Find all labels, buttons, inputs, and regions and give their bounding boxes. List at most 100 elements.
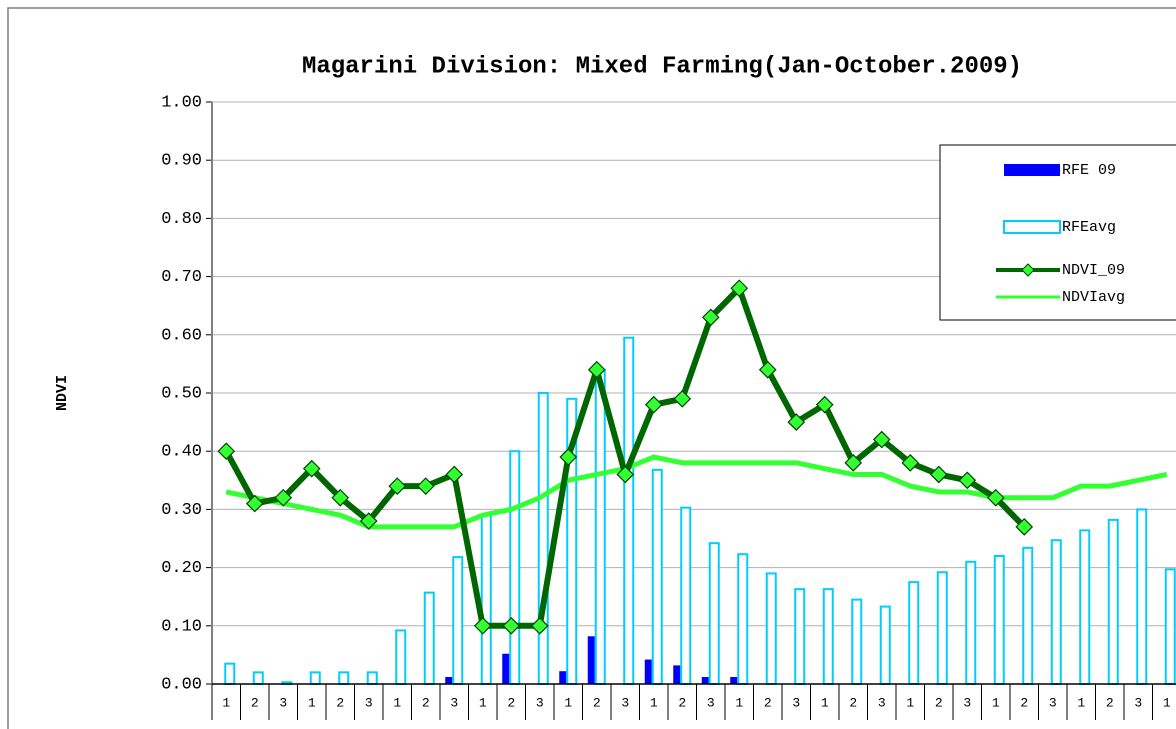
x-tick-label: 2 [935, 695, 943, 710]
bar [509, 450, 521, 686]
x-tick-label: 1 [308, 695, 316, 710]
y-tick-label: 0.70 [161, 268, 202, 287]
bar [445, 677, 453, 684]
marker [929, 465, 948, 484]
x-tick-label: 3 [1134, 695, 1142, 710]
bar [1136, 508, 1148, 685]
x-tick-label: 3 [536, 695, 544, 710]
bar [423, 591, 435, 685]
bar [309, 671, 321, 685]
y-axis-label: NDVI [54, 375, 71, 411]
bar [480, 514, 492, 685]
bar [765, 572, 777, 685]
x-tick-label: 3 [279, 695, 287, 710]
x-tick-label: 1 [393, 695, 401, 710]
y-tick-label: 0.00 [161, 675, 202, 694]
x-tick-label: 1 [1077, 695, 1085, 710]
x-tick-label: 3 [963, 695, 971, 710]
marker [530, 616, 549, 635]
marker [758, 360, 777, 379]
bar [1079, 529, 1091, 685]
x-tick-label: 2 [336, 695, 344, 710]
bar [1164, 568, 1176, 686]
bar [730, 677, 738, 684]
bar [252, 671, 264, 685]
marker [217, 442, 236, 461]
bar [673, 665, 681, 684]
bar [794, 588, 806, 685]
x-tick-label: 3 [878, 695, 886, 710]
bar [366, 671, 378, 685]
marker [473, 616, 492, 635]
y-tick-label: 0.40 [161, 443, 202, 462]
x-tick-label: 3 [707, 695, 715, 710]
x-tick-label: 1 [1163, 695, 1171, 710]
x-tick-label: 1 [479, 695, 487, 710]
marker [815, 395, 834, 414]
bar [737, 553, 749, 685]
marker [331, 488, 350, 507]
chart-title: Magarini Division: Mixed Farming(Jan-Oct… [302, 53, 1022, 80]
bar [452, 556, 464, 686]
bar [651, 468, 663, 685]
legend-swatch [1004, 164, 1060, 176]
bar [1107, 518, 1119, 685]
marker [302, 459, 321, 478]
y-tick-label: 0.30 [161, 501, 202, 520]
marker [872, 430, 891, 449]
x-tick-label: 1 [992, 695, 1000, 710]
marker [445, 465, 464, 484]
legend-marker [1021, 263, 1035, 277]
x-tick-label: 1 [650, 695, 658, 710]
x-tick-label: 1 [222, 695, 230, 710]
bar [587, 636, 595, 684]
x-tick-label: 3 [792, 695, 800, 710]
x-tick-label: 2 [422, 695, 430, 710]
x-tick-label: 2 [251, 695, 259, 710]
marker [616, 465, 635, 484]
marker [986, 488, 1005, 507]
x-tick-label: 2 [507, 695, 515, 710]
x-tick-label: 3 [365, 695, 373, 710]
y-tick-label: 1.00 [161, 93, 202, 112]
marker [644, 395, 663, 414]
bar [701, 677, 709, 684]
bar [965, 560, 977, 686]
bar [708, 542, 720, 685]
bar [224, 662, 236, 686]
x-tick-label: 2 [849, 695, 857, 710]
marker [844, 453, 863, 472]
marker [901, 453, 920, 472]
marker [730, 279, 749, 298]
bar [338, 671, 350, 685]
marker [701, 308, 720, 327]
x-tick-label: 1 [906, 695, 914, 710]
x-tick-label: 1 [564, 695, 572, 710]
bar [1022, 546, 1034, 686]
y-tick-label: 0.90 [161, 152, 202, 171]
legend-label: RFE 09 [1062, 162, 1116, 179]
bar [1050, 539, 1062, 685]
legend-label: RFEavg [1062, 219, 1116, 236]
legend-label: NDVI_09 [1062, 262, 1125, 279]
x-tick-label: 3 [450, 695, 458, 710]
bar [851, 598, 863, 685]
x-tick-label: 1 [821, 695, 829, 710]
x-tick-label: 2 [1106, 695, 1114, 710]
bar [395, 629, 407, 685]
y-tick-label: 0.60 [161, 326, 202, 345]
bar [879, 605, 891, 685]
bar [502, 653, 510, 684]
y-tick-label: 0.80 [161, 210, 202, 229]
bar [644, 659, 652, 684]
marker [587, 360, 606, 379]
line [225, 454, 1168, 530]
x-tick-label: 2 [764, 695, 772, 710]
x-tick-label: 2 [593, 695, 601, 710]
marker [559, 448, 578, 466]
marker [274, 488, 293, 507]
bar [908, 581, 920, 686]
bar [537, 392, 549, 685]
